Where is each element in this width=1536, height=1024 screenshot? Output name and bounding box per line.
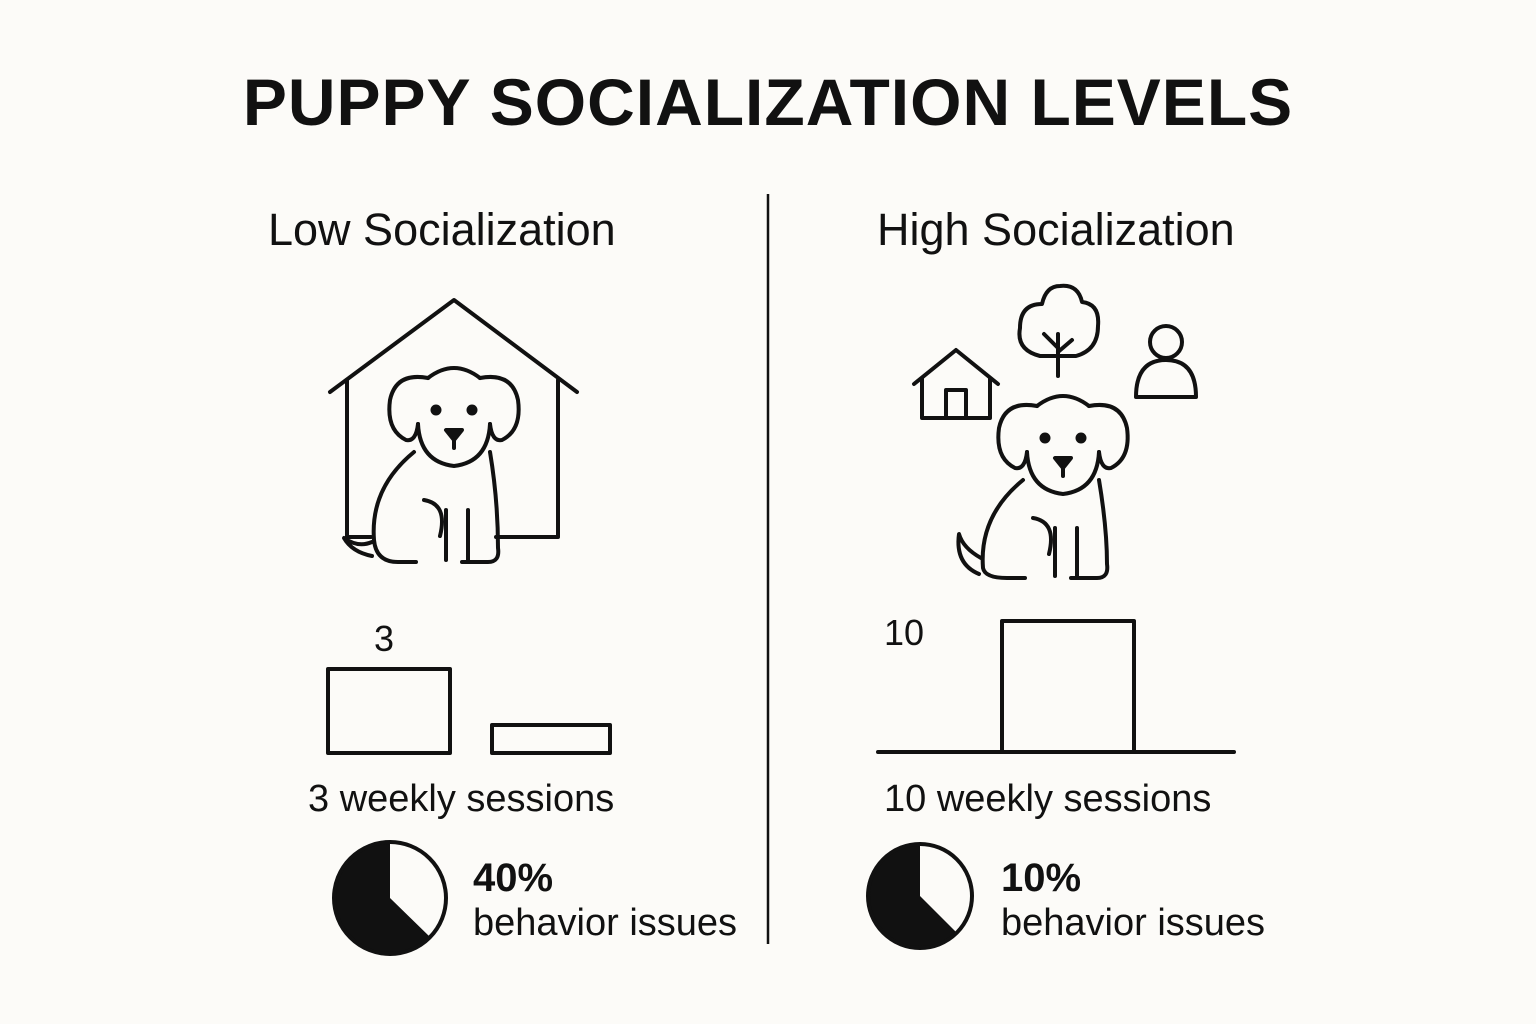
bar-chart-low [326,667,612,755]
bar-sessions-low [326,667,452,755]
sessions-caption-high: 10 weekly sessions [884,778,1212,820]
puppy-icon-high [956,394,1130,580]
doghouse-icon [328,298,579,539]
bar-value-low: 3 [374,618,395,659]
panel-heading-high: High Socialization [877,204,1235,255]
person-icon [1134,324,1198,399]
page-title: PUPPY SOCIALIZATION LEVELS [242,65,1294,139]
issues-percent-high: 10% [1001,856,1082,900]
tree-icon [1017,283,1101,378]
puppy-icon [342,366,521,564]
sessions-caption-low: 3 weekly sessions [308,778,615,820]
pie-icon-low [332,840,448,956]
issues-text-high: behavior issues [1001,902,1266,944]
panel-heading-low: Low Socialization [268,204,616,255]
issues-text-low: behavior issues [473,902,738,944]
bar-value-high: 10 [884,612,925,653]
issues-percent-low: 40% [473,856,554,900]
bar-secondary-low [490,723,612,755]
bar-chart-high [876,619,1236,754]
bar-sessions-high [1000,619,1136,754]
house-icon [912,348,1000,420]
pie-icon-high [866,842,974,950]
